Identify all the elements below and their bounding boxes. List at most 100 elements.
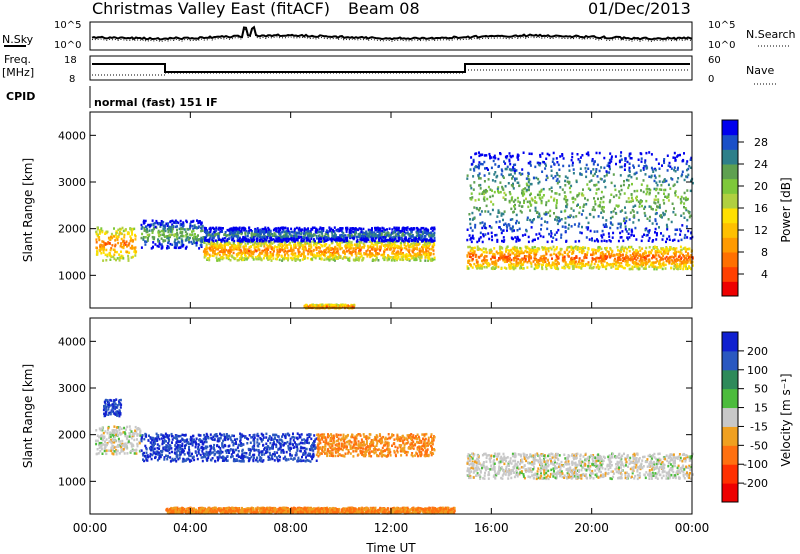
echo-cell — [555, 253, 558, 257]
echo-cell — [687, 167, 690, 171]
echo-cell — [624, 211, 627, 214]
echo-cell — [249, 241, 252, 244]
echo-cell — [535, 249, 538, 252]
echo-cell — [379, 247, 382, 250]
echo-cell — [587, 247, 590, 250]
echo-cell — [274, 245, 276, 248]
echo-cell — [588, 180, 591, 183]
echo-cell — [660, 214, 663, 217]
echo-cell — [134, 246, 137, 249]
echo-cell — [672, 256, 675, 259]
echo-cell — [106, 242, 109, 246]
echo-cell — [599, 177, 602, 181]
echo-cell — [204, 237, 207, 240]
echo-cell — [308, 243, 311, 246]
echo-cell — [375, 248, 378, 251]
echo-cell — [521, 234, 524, 237]
echo-cell — [265, 230, 268, 233]
echo-cell — [655, 266, 658, 269]
echo-cell — [519, 258, 522, 262]
echo-cell — [510, 169, 513, 172]
echo-cell — [526, 188, 528, 192]
echo-cell — [312, 243, 315, 247]
echo-cell — [400, 255, 403, 259]
echo-cell — [431, 234, 434, 237]
echo-cell — [603, 239, 606, 242]
echo-cell — [503, 260, 506, 264]
echo-cell — [101, 230, 104, 234]
echo-cell — [585, 236, 588, 239]
echo-cell — [193, 235, 196, 239]
echo-cell — [648, 193, 651, 196]
echo-cell — [643, 255, 646, 259]
echo-cell — [285, 257, 288, 260]
echo-cell — [352, 249, 355, 253]
echo-cell — [279, 249, 282, 252]
echo-cell — [403, 227, 406, 230]
echo-cell — [638, 259, 641, 263]
echo-cell — [478, 237, 481, 241]
echo-cell — [656, 184, 659, 187]
echo-cell — [174, 219, 177, 222]
echo-cell — [542, 247, 545, 250]
echo-cell — [326, 232, 329, 235]
echo-cell — [552, 199, 555, 202]
echo-cell — [593, 197, 595, 200]
echo-cell — [358, 227, 361, 230]
echo-cell — [524, 249, 527, 253]
echo-cell — [534, 264, 537, 268]
echo-cell — [127, 243, 130, 247]
echo-cell — [575, 255, 578, 258]
echo-cell — [307, 250, 310, 253]
echo-cell — [491, 235, 493, 238]
echo-cell — [230, 244, 233, 247]
echo-cell — [200, 241, 203, 244]
echo-cell — [566, 176, 569, 180]
echo-cell — [347, 234, 350, 237]
echo-cell — [395, 233, 398, 237]
echo-cell — [678, 228, 681, 231]
echo-cell — [490, 231, 493, 235]
echo-cell — [182, 222, 185, 226]
echo-cell — [662, 254, 665, 258]
echo-cell — [191, 230, 193, 233]
echo-cell — [526, 184, 529, 187]
echo-cell — [575, 180, 578, 184]
echo-cell — [418, 257, 421, 260]
echo-cell — [160, 221, 163, 224]
echo-cell — [226, 228, 229, 232]
echo-cell — [409, 245, 412, 249]
echo-cell — [317, 246, 320, 249]
echo-cell — [587, 187, 590, 190]
echo-cell — [635, 177, 638, 180]
echo-cell — [582, 209, 585, 212]
echo-cell — [627, 232, 630, 235]
echo-cell — [483, 180, 486, 183]
echo-cell — [381, 226, 384, 230]
echo-cell — [531, 199, 534, 202]
echo-cell — [390, 239, 393, 242]
echo-cell — [304, 255, 307, 258]
echo-cell — [105, 259, 108, 262]
echo-cell — [557, 163, 560, 167]
echo-cell — [670, 262, 673, 266]
echo-cell — [483, 256, 486, 260]
echo-cell — [231, 237, 234, 240]
echo-cell — [239, 245, 242, 248]
echo-cell — [233, 245, 236, 248]
echo-cell — [333, 226, 336, 229]
echo-cell — [349, 251, 352, 254]
echo-cell — [518, 172, 521, 175]
echo-cell — [280, 240, 283, 243]
nsky-label: N.Sky — [2, 33, 34, 46]
echo-cell — [215, 256, 218, 259]
echo-cell — [632, 205, 635, 208]
echo-cell — [248, 249, 250, 252]
echo-cell — [237, 245, 240, 248]
echo-cell — [605, 174, 608, 177]
echo-cell — [654, 261, 657, 264]
echo-cell — [260, 230, 263, 233]
echo-cell — [470, 237, 472, 240]
echo-cell — [643, 207, 646, 210]
echo-cell — [636, 251, 639, 254]
